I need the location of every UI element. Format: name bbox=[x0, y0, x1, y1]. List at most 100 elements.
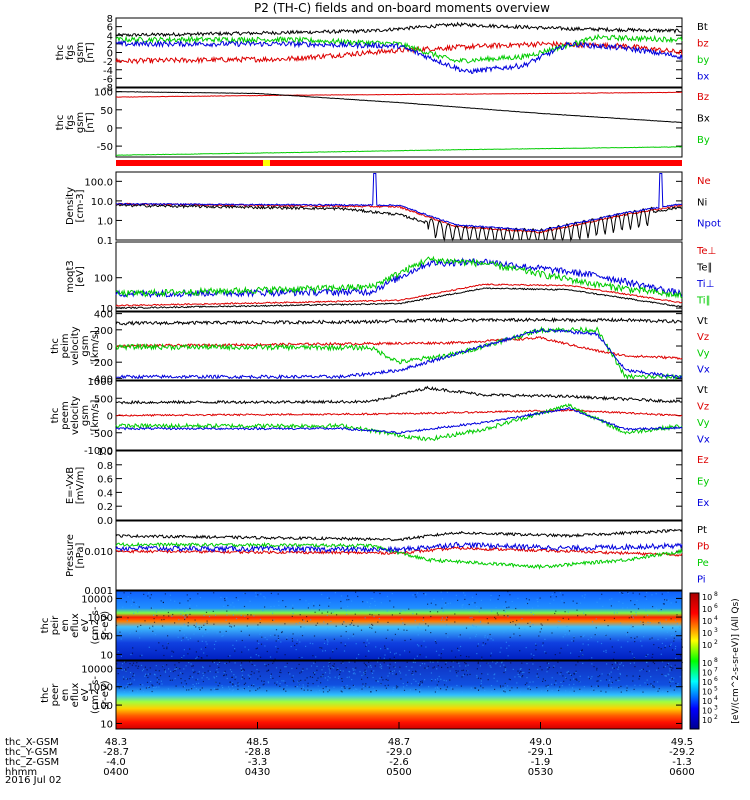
ytick-label: 2 bbox=[107, 40, 113, 51]
speckle bbox=[570, 674, 572, 676]
speckle bbox=[508, 678, 510, 680]
speckle bbox=[194, 671, 196, 673]
speckle bbox=[310, 689, 312, 692]
xaxis-value: -3.3 bbox=[248, 757, 268, 768]
colorbar-tick: 10 bbox=[702, 697, 712, 706]
speckle bbox=[407, 681, 409, 683]
speckle bbox=[480, 607, 482, 609]
speckle bbox=[156, 677, 158, 679]
speckle bbox=[133, 674, 135, 676]
colorbar-exp: 2 bbox=[714, 714, 718, 721]
speckle bbox=[512, 635, 514, 637]
speckle bbox=[451, 661, 453, 663]
speckle bbox=[327, 691, 329, 693]
ytick-label: 0 bbox=[107, 124, 113, 135]
speckle bbox=[169, 594, 171, 596]
speckle bbox=[391, 639, 393, 641]
speckle bbox=[651, 637, 653, 639]
speckle bbox=[121, 663, 124, 665]
ylabel-line: (cm2-s- bbox=[90, 676, 101, 714]
speckle bbox=[665, 645, 667, 647]
speckle bbox=[551, 632, 553, 634]
speckle bbox=[237, 628, 240, 630]
speckle bbox=[393, 606, 395, 608]
speckle bbox=[568, 684, 570, 686]
speckle bbox=[232, 602, 234, 604]
speckle bbox=[393, 686, 395, 689]
speckle bbox=[465, 655, 468, 658]
speckle bbox=[423, 593, 425, 595]
speckle bbox=[652, 606, 654, 608]
speckle bbox=[154, 674, 156, 676]
speckle bbox=[679, 676, 681, 678]
speckle bbox=[631, 615, 633, 617]
speckle bbox=[460, 655, 462, 657]
speckle bbox=[167, 611, 169, 614]
ylabel-line: [km/s] bbox=[90, 399, 101, 431]
speckle bbox=[618, 687, 620, 689]
speckle bbox=[487, 636, 489, 638]
speckle bbox=[642, 668, 644, 670]
speckle bbox=[195, 626, 197, 628]
speckle bbox=[662, 690, 664, 692]
speckle bbox=[351, 679, 353, 681]
speckle bbox=[137, 611, 139, 613]
speckle bbox=[263, 680, 265, 682]
speckle bbox=[346, 684, 348, 687]
speckle bbox=[346, 613, 348, 615]
speckle bbox=[264, 597, 266, 599]
speckle bbox=[518, 676, 520, 678]
speckle bbox=[553, 684, 556, 686]
speckle bbox=[308, 607, 310, 609]
speckle bbox=[140, 664, 143, 666]
speckle bbox=[364, 617, 366, 619]
speckle bbox=[289, 673, 291, 675]
speckle bbox=[305, 645, 307, 647]
legend-Ey: Ey bbox=[697, 477, 709, 488]
ytick-label: 100 bbox=[94, 632, 113, 643]
speckle bbox=[600, 690, 602, 692]
speckle bbox=[357, 625, 359, 627]
speckle bbox=[446, 686, 448, 688]
speckle bbox=[379, 677, 381, 679]
speckle bbox=[440, 688, 442, 690]
speckle bbox=[144, 675, 146, 677]
ylabel-line: [nT] bbox=[85, 112, 96, 132]
speckle bbox=[312, 602, 315, 604]
speckle bbox=[329, 662, 331, 664]
speckle bbox=[237, 682, 239, 684]
speckle bbox=[492, 639, 494, 641]
speckle bbox=[153, 686, 155, 688]
speckle bbox=[147, 673, 149, 675]
speckle bbox=[675, 601, 677, 603]
speckle bbox=[600, 680, 602, 682]
speckle bbox=[564, 634, 566, 636]
speckle bbox=[664, 665, 666, 668]
speckle bbox=[528, 599, 530, 601]
speckle bbox=[277, 635, 279, 637]
speckle bbox=[484, 636, 486, 638]
electron_velocity-frame bbox=[115, 380, 683, 451]
ylabel-line: thc bbox=[40, 687, 51, 703]
speckle bbox=[610, 682, 612, 684]
ytick-label: 0 bbox=[107, 342, 113, 353]
speckle bbox=[551, 677, 553, 679]
speckle bbox=[457, 647, 459, 649]
colorbar-exp: 6 bbox=[714, 676, 718, 683]
speckle bbox=[531, 607, 534, 609]
speckle bbox=[230, 604, 232, 606]
speckle bbox=[284, 666, 286, 668]
speckle bbox=[465, 627, 468, 629]
speckle bbox=[588, 678, 591, 680]
speckle bbox=[504, 611, 506, 613]
speckle bbox=[576, 609, 578, 611]
speckle bbox=[577, 615, 579, 617]
speckle bbox=[312, 643, 314, 645]
speckle bbox=[153, 618, 155, 620]
speckle bbox=[155, 669, 157, 671]
speckle bbox=[519, 691, 521, 693]
speckle bbox=[548, 666, 550, 669]
speckle bbox=[298, 663, 300, 665]
xaxis-value: -29.0 bbox=[386, 747, 412, 758]
speckle bbox=[379, 592, 381, 595]
